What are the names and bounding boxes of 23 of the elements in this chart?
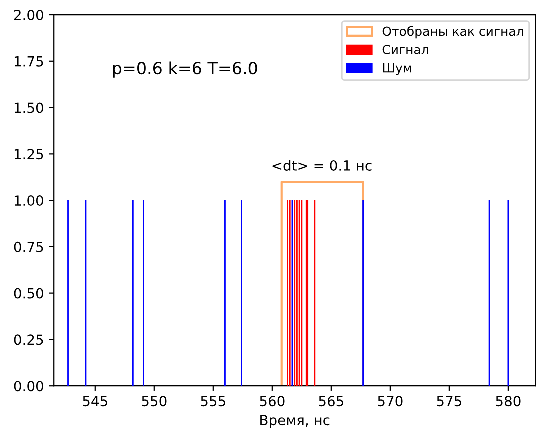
- x-tick-label: 565: [319, 396, 344, 407]
- y-tick-label: 1.25: [14, 149, 44, 160]
- y-tick-label: 2.00: [14, 10, 44, 20]
- y-tick-label: 0.75: [14, 242, 44, 252]
- annotation: <dt> = 0.1 нс: [272, 160, 372, 171]
- x-tick-label: 545: [83, 396, 108, 407]
- legend-label: Отобраны как сигнал: [382, 26, 524, 39]
- y-tick-label: 0.00: [14, 381, 44, 392]
- y-tick-label: 1.00: [14, 196, 44, 206]
- x-tick-label: 570: [378, 396, 403, 407]
- annotation: p=0.6 k=6 T=6.0: [113, 62, 258, 78]
- y-tick-label: 0.50: [14, 288, 44, 299]
- y-tick-label: 1.75: [14, 56, 44, 67]
- x-tick-label: 555: [201, 396, 226, 407]
- x-tick-label: 560: [260, 396, 285, 407]
- y-tick-label: 0.25: [14, 334, 44, 346]
- x-tick-label: 575: [437, 396, 462, 407]
- legend-label: Сигнал: [382, 45, 428, 54]
- legend-label: Шум: [383, 64, 412, 76]
- x-tick-label: 580: [496, 396, 521, 407]
- y-tick-label: 1.50: [14, 102, 44, 114]
- x-axis-title: Время, нс: [260, 415, 330, 428]
- x-tick-label: 550: [142, 396, 167, 407]
